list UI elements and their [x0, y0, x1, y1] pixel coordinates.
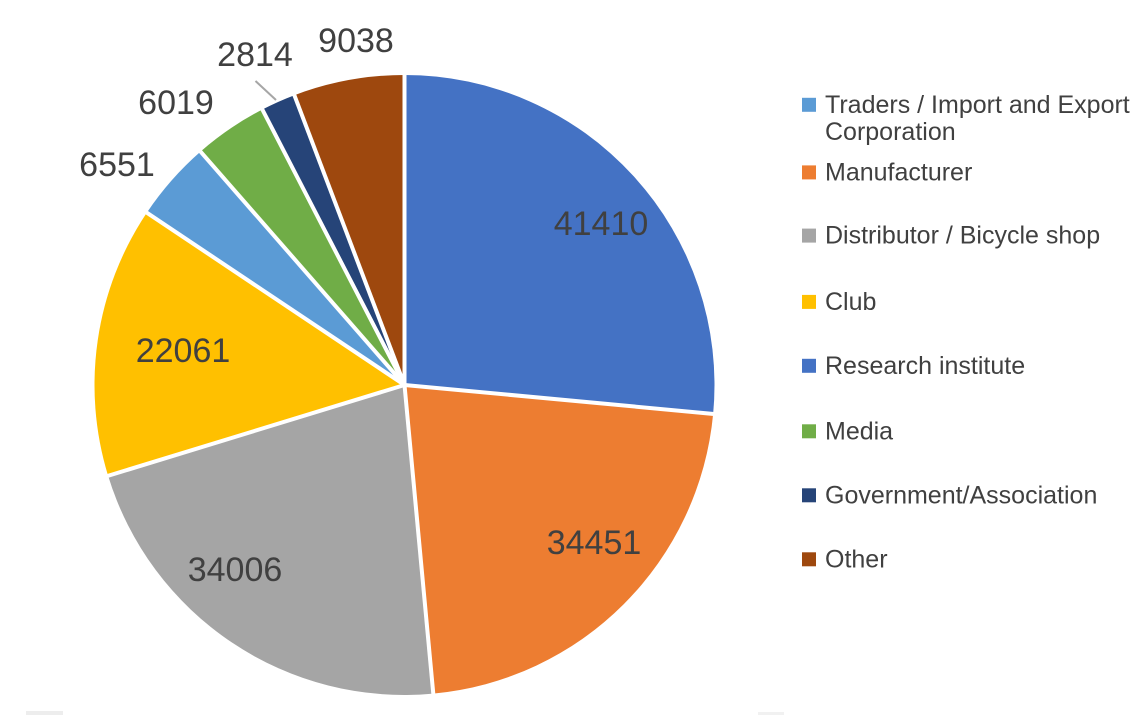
- svg-text:Media: Media: [825, 417, 893, 445]
- svg-text:34006: 34006: [188, 551, 283, 589]
- svg-text:Research institute: Research institute: [825, 352, 1025, 380]
- svg-text:9038: 9038: [318, 22, 394, 60]
- svg-text:22061: 22061: [136, 332, 231, 370]
- svg-text:6551: 6551: [79, 146, 155, 184]
- svg-text:Traders / Import and Export: Traders / Import and Export: [825, 91, 1130, 119]
- svg-text:34451: 34451: [547, 524, 642, 562]
- svg-text:Government/Association: Government/Association: [825, 481, 1097, 509]
- svg-text:Other: Other: [825, 545, 888, 573]
- svg-text:6019: 6019: [138, 84, 214, 122]
- svg-text:Corporation: Corporation: [825, 118, 956, 146]
- svg-text:Distributor / Bicycle shop: Distributor / Bicycle shop: [825, 222, 1100, 250]
- svg-text:41410: 41410: [554, 205, 649, 243]
- svg-text:Club: Club: [825, 288, 876, 316]
- svg-text:Manufacturer: Manufacturer: [825, 158, 972, 186]
- svg-text:2814: 2814: [217, 36, 293, 74]
